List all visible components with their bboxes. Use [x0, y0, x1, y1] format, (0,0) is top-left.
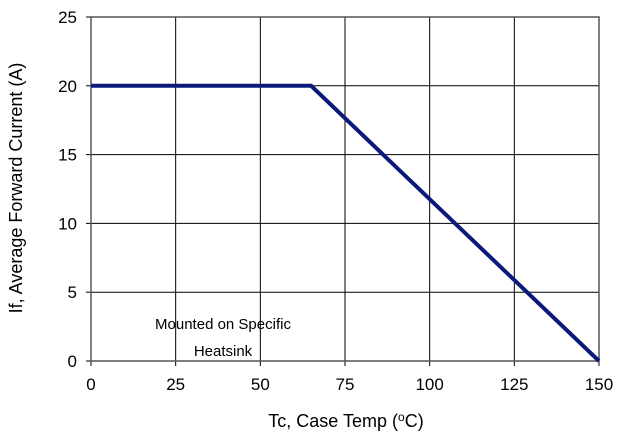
series-layer [91, 83, 601, 363]
plot-frame [90, 16, 600, 362]
y-axis-label: If, Average Forward Current (A) [6, 63, 26, 314]
series-line-0 [91, 83, 601, 363]
x-tick-label-125: 125 [500, 375, 528, 394]
x-tick-label-25: 25 [166, 375, 185, 394]
y-tick-label-0: 0 [68, 352, 77, 371]
x-tick-label-50: 50 [251, 375, 270, 394]
x-axis-label: Tc, Case Temp (oC) [268, 410, 423, 431]
y-tick-label-5: 5 [68, 283, 77, 302]
annotation-heatsink: Heatsink [194, 343, 253, 360]
y-tick-label-25: 25 [58, 8, 77, 27]
y-tick-label-15: 15 [58, 146, 77, 165]
x-tick-label-150: 150 [585, 375, 613, 394]
grid-lines [86, 16, 600, 366]
annotation-mounted-on-specific: Mounted on Specific [155, 316, 291, 333]
y-tick-label-20: 20 [58, 77, 77, 96]
x-tick-label-0: 0 [86, 375, 95, 394]
x-tick-labels: 0 25 50 75 100 125 150 [86, 375, 613, 394]
x-tick-label-75: 75 [336, 375, 355, 394]
y-tick-label-10: 10 [58, 214, 77, 233]
x-axis-label-superscript: o [398, 410, 405, 424]
x-tick-label-100: 100 [415, 375, 443, 394]
y-tick-labels: 0 5 10 15 20 25 [58, 8, 77, 371]
